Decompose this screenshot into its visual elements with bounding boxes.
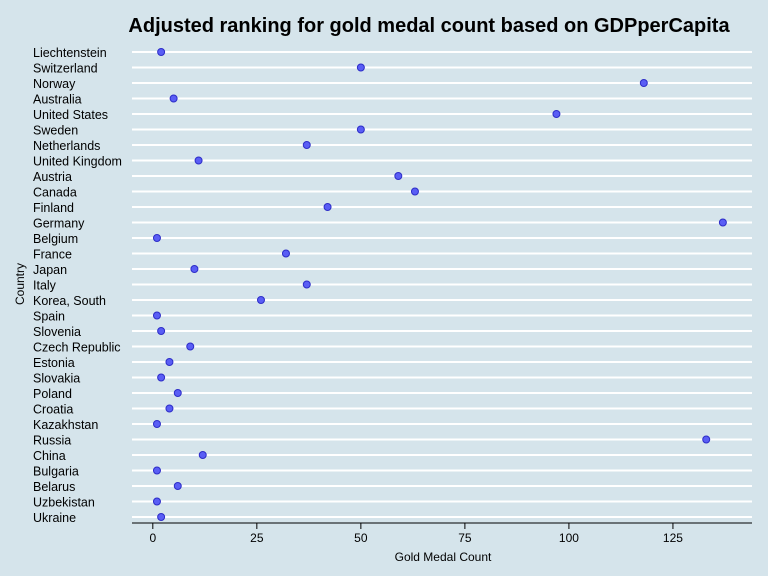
- y-tick-label: Belgium: [33, 232, 78, 246]
- y-tick-label: Belarus: [33, 480, 75, 494]
- x-axis: 0 25 50 75 100 125: [132, 522, 752, 545]
- y-tick-label: Kazakhstan: [33, 418, 98, 432]
- data-point: [152, 420, 161, 428]
- data-point: [702, 435, 711, 444]
- y-tick-label: Switzerland: [33, 62, 98, 76]
- y-tick-label: United Kingdom: [33, 155, 122, 169]
- y-tick-label: United States: [33, 108, 108, 122]
- data-point: [394, 172, 403, 180]
- data-point: [157, 327, 166, 335]
- y-tick-label: Sweden: [33, 124, 78, 138]
- chart-title: Adjusted ranking for gold medal count ba…: [128, 15, 730, 37]
- y-tick-label: Czech Republic: [33, 341, 121, 355]
- y-tick-label: Australia: [33, 93, 82, 107]
- data-point: [152, 234, 161, 242]
- data-point: [323, 203, 332, 211]
- y-tick-label: Uzbekistan: [33, 496, 95, 510]
- y-tick-label: Austria: [33, 170, 72, 184]
- data-point: [552, 110, 561, 118]
- x-axis-label: Gold Medal Count: [395, 550, 492, 564]
- data-point: [173, 389, 182, 397]
- data-point: [281, 249, 290, 258]
- y-tick-label: Russia: [33, 434, 71, 448]
- data-point: [186, 342, 195, 351]
- data-point: [718, 218, 727, 227]
- y-tick-labels: LiechtensteinSwitzerlandNorwayAustraliaU…: [33, 46, 122, 525]
- x-tick-label: 125: [663, 531, 683, 545]
- y-axis-label: Country: [13, 263, 27, 305]
- data-point: [152, 466, 161, 475]
- y-tick-label: Netherlands: [33, 139, 100, 153]
- data-point: [194, 156, 203, 165]
- data-point: [639, 79, 648, 87]
- data-point: [169, 94, 178, 103]
- y-tick-label: Finland: [33, 201, 74, 215]
- x-tick-label: 75: [458, 531, 472, 545]
- data-points: [152, 48, 727, 521]
- y-tick-label: Croatia: [33, 403, 73, 417]
- y-tick-label: Liechtenstein: [33, 46, 107, 60]
- data-point: [356, 125, 365, 134]
- data-point: [410, 187, 419, 196]
- data-point: [256, 296, 265, 304]
- data-point: [356, 63, 365, 72]
- y-tick-label: Japan: [33, 263, 67, 277]
- y-tick-label: Canada: [33, 186, 77, 200]
- y-tick-label: Bulgaria: [33, 465, 79, 479]
- y-tick-label: Spain: [33, 310, 65, 324]
- data-point: [152, 497, 161, 506]
- data-point: [152, 311, 161, 320]
- y-tick-label: Ukraine: [33, 511, 76, 525]
- y-tick-label: Slovenia: [33, 325, 81, 339]
- grid-lines: [132, 51, 752, 518]
- y-tick-label: Slovakia: [33, 372, 80, 386]
- data-point: [157, 48, 166, 56]
- data-point: [302, 280, 311, 289]
- y-tick-label: Korea, South: [33, 294, 106, 308]
- x-tick-label: 50: [354, 531, 368, 545]
- y-tick-label: Estonia: [33, 356, 75, 370]
- x-tick-label: 25: [250, 531, 264, 545]
- x-tick-label: 0: [149, 531, 156, 545]
- data-point: [173, 482, 182, 490]
- y-tick-label: France: [33, 248, 72, 262]
- data-point: [198, 451, 207, 459]
- data-point: [190, 265, 199, 273]
- y-tick-label: Poland: [33, 387, 72, 401]
- y-tick-label: Norway: [33, 77, 76, 91]
- y-tick-label: Germany: [33, 217, 85, 231]
- data-point: [157, 513, 166, 521]
- data-point: [165, 358, 174, 366]
- x-tick-label: 100: [559, 531, 579, 545]
- data-point: [165, 404, 174, 413]
- data-point: [302, 141, 311, 149]
- data-point: [157, 373, 166, 382]
- y-tick-label: Italy: [33, 279, 57, 293]
- y-tick-label: China: [33, 449, 66, 463]
